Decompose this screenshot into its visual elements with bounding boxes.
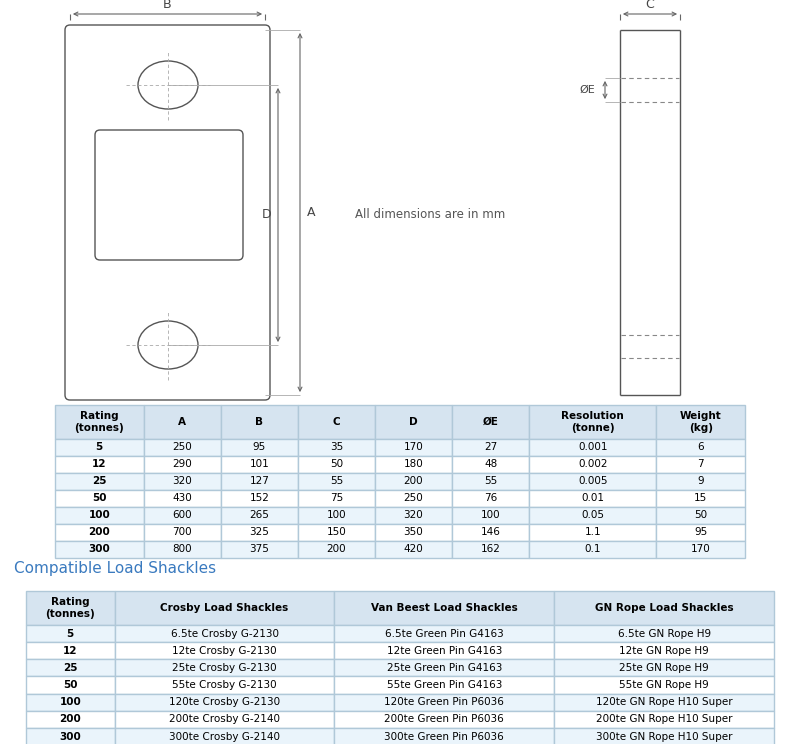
Text: All dimensions are in mm: All dimensions are in mm (355, 208, 505, 222)
Text: B: B (163, 0, 172, 10)
Text: ØE: ØE (579, 85, 595, 95)
FancyBboxPatch shape (95, 130, 243, 260)
Text: A: A (306, 206, 315, 219)
Text: C: C (646, 0, 654, 10)
Text: Compatible Load Shackles: Compatible Load Shackles (14, 560, 216, 576)
FancyBboxPatch shape (65, 25, 270, 400)
Text: D: D (262, 208, 272, 222)
